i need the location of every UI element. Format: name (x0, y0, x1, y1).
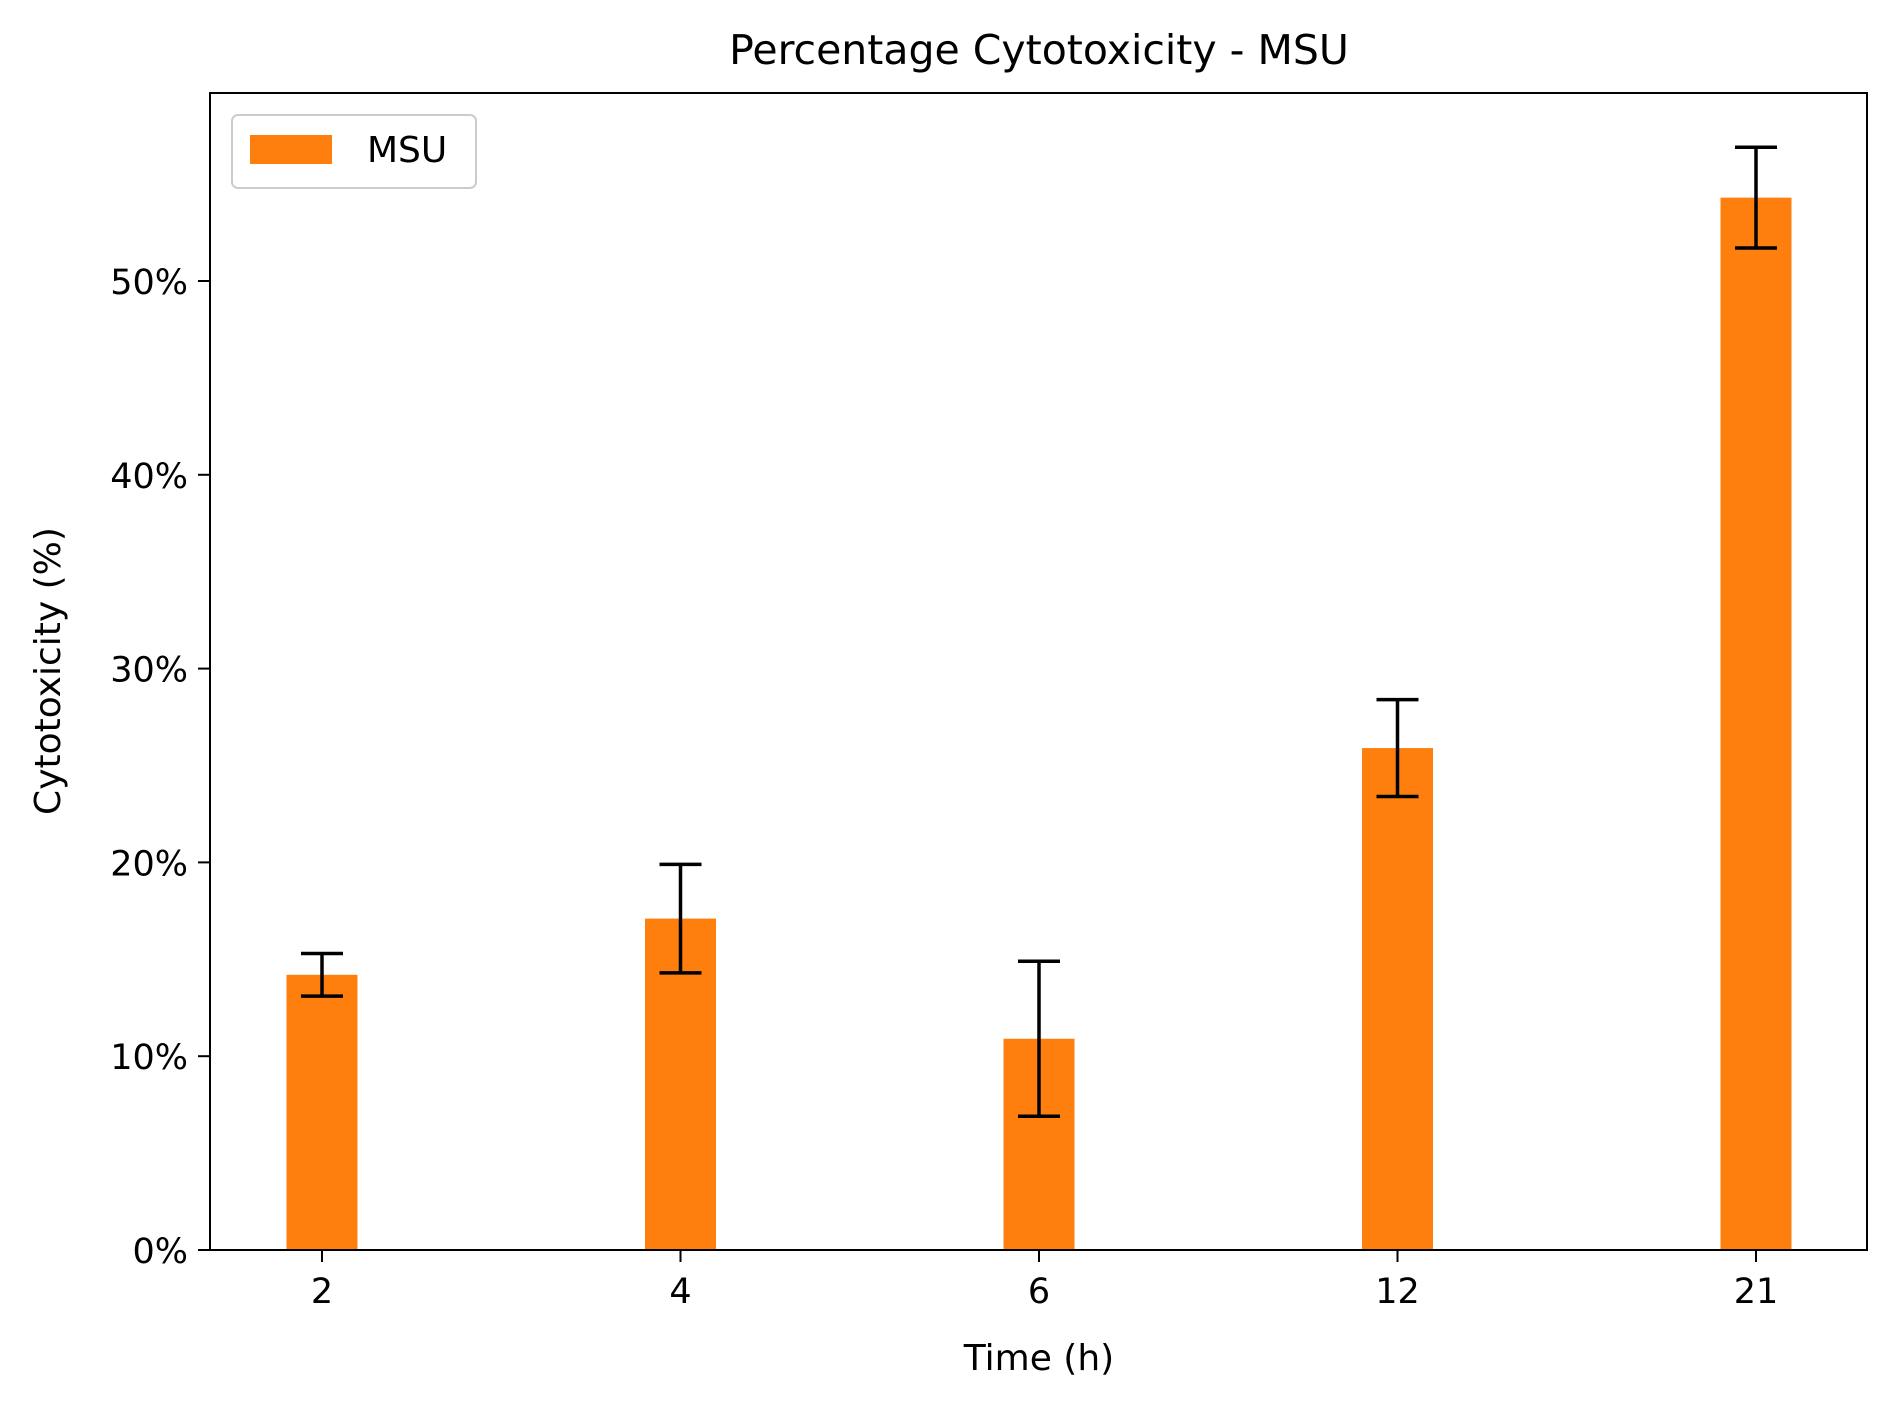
x-tick-label: 12 (1375, 1272, 1420, 1312)
legend-label: MSU (367, 130, 447, 171)
y-tick-label: 50% (110, 263, 188, 303)
y-axis: 0% 10% 20% 30% 40% 50% (110, 263, 210, 1272)
legend-frame (231, 114, 477, 189)
y-axis-label: Cytotoxicity (%) (28, 527, 69, 815)
y-tick-label: 30% (110, 651, 188, 691)
error-bar-21 (1735, 145, 1777, 250)
y-tick-label: 40% (110, 457, 188, 497)
error-bar-2 (301, 951, 343, 998)
bar-21 (1720, 197, 1792, 1250)
chart-title: Percentage Cytotoxicity - MSU (729, 26, 1349, 74)
bars-layer (286, 197, 1792, 1250)
legend-swatch (250, 135, 332, 164)
x-tick-label: 4 (669, 1272, 691, 1312)
error-bars-layer (301, 145, 1777, 1119)
error-bar-6 (1018, 959, 1060, 1119)
x-axis: 2 4 6 12 21 (311, 1250, 1778, 1312)
y-tick-label: 20% (110, 844, 188, 884)
y-tick-label: 10% (110, 1038, 188, 1078)
x-tick-label: 21 (1734, 1272, 1779, 1312)
bar-12 (1362, 748, 1433, 1250)
x-tick-label: 6 (1028, 1272, 1050, 1312)
y-tick-label: 0% (132, 1232, 188, 1272)
x-tick-label: 2 (311, 1272, 333, 1312)
legend: MSU (231, 114, 477, 189)
x-axis-label: Time (h) (963, 1338, 1114, 1379)
error-bar-12 (1376, 697, 1419, 799)
bar-2 (286, 974, 358, 1250)
error-bar-4 (659, 862, 702, 975)
